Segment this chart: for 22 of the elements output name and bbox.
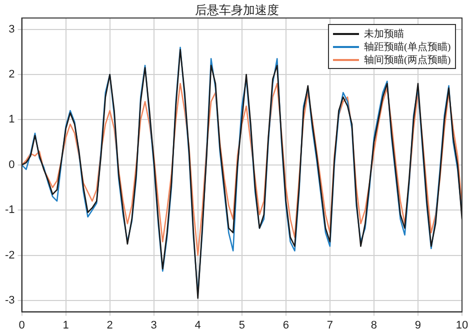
x-tick-label: 0 bbox=[18, 319, 25, 332]
x-tick-label: 4 bbox=[194, 319, 201, 332]
y-tick-label: 1 bbox=[8, 114, 15, 126]
y-tick-label: -1 bbox=[5, 204, 15, 216]
x-tick-label: 8 bbox=[370, 319, 378, 332]
x-tick-label: 7 bbox=[326, 319, 333, 332]
x-tick-label: 1 bbox=[62, 319, 69, 332]
y-tick-label: 2 bbox=[8, 68, 15, 81]
x-tick-label: 3 bbox=[150, 319, 157, 332]
x-tick-label: 6 bbox=[282, 319, 289, 332]
y-tick-label: 3 bbox=[8, 23, 15, 36]
x-tick-label: 2 bbox=[106, 319, 113, 332]
legend-label: 未加预瞄 bbox=[364, 28, 404, 40]
y-tick-label: -3 bbox=[5, 294, 15, 307]
x-tick-label: 5 bbox=[238, 319, 245, 332]
y-tick-label: -2 bbox=[5, 249, 15, 262]
y-tick-label: 0 bbox=[8, 158, 15, 171]
legend-label: 轴间预瞄(两点预瞄) bbox=[364, 54, 451, 66]
x-tick-label: 9 bbox=[414, 319, 422, 332]
x-tick-label: 10 bbox=[456, 319, 468, 332]
chart-title: 后悬车身加速度 bbox=[194, 2, 280, 19]
legend-label: 轴距预瞄(单点预瞄) bbox=[364, 40, 451, 54]
